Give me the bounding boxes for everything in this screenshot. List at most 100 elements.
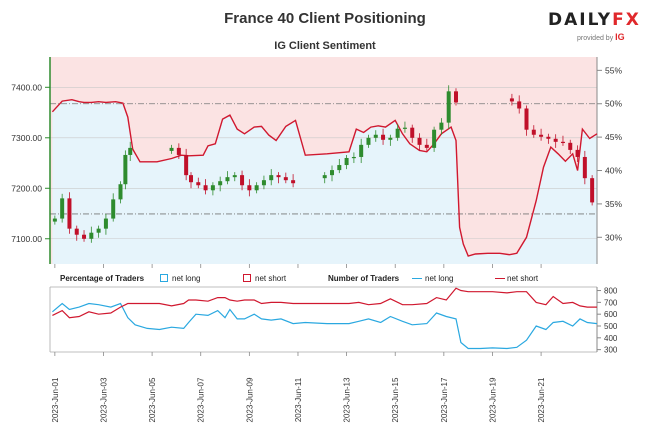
brand-logo: DAILYFX [548,10,641,30]
chart-subtitle: IG Client Sentiment [274,40,376,52]
candle-body [446,91,451,123]
candle-body [218,181,223,186]
candle-body [276,175,281,178]
x-tick-label: 2023-Jun-01 [51,377,60,422]
candle-body [74,228,79,235]
provided-by: provided by IG [577,32,625,42]
pct-tick-label: 55% [605,65,622,75]
x-tick-label: 2023-Jun-17 [440,377,449,422]
candle-body [89,232,94,239]
candle-body [240,175,245,186]
candle-body [560,141,565,144]
net-long-count-line [52,302,598,350]
candle-body [509,98,514,102]
candle-body [359,144,364,157]
count-tick-label: 300 [604,346,618,355]
candle-body [568,142,573,150]
x-tick-label: 2023-Jun-21 [537,377,546,422]
net-short-pct-line [51,98,598,257]
candle-body [225,177,230,182]
x-tick-label: 2023-Jun-05 [148,377,157,422]
count-tick-label: 800 [604,287,618,296]
pct-tick-label: 35% [605,199,622,209]
x-tick-label: 2023-Jun-11 [294,377,303,422]
candle-body [67,198,72,229]
candle-body [524,108,529,130]
page-title: France 40 Client Positioning [224,10,426,27]
legend-net-long-swatch [160,274,168,282]
legend-net-short-swatch [243,274,251,282]
x-tick-label: 2023-Jun-19 [488,377,497,422]
pct-tick-label: 45% [605,132,622,142]
candle-body [417,137,422,145]
x-tick-label: 2023-Jun-13 [343,377,352,422]
candle-body [118,184,123,200]
candle-body [546,136,551,139]
candle-body [553,138,558,142]
candle-body [291,180,296,184]
candle-body [439,122,444,130]
candle-body [52,218,57,222]
count-tick-label: 400 [604,334,618,343]
legend-num-short-swatch [495,278,505,279]
candle-body [330,170,335,176]
x-tick-label: 2023-Jun-07 [197,377,206,422]
candle-body [261,180,266,186]
legend-pct-short: net short [255,274,287,283]
candle-body [82,234,87,239]
candle-body [210,185,215,191]
pct-tick-label: 30% [605,232,622,242]
candle-body [203,185,208,191]
candle-body [453,91,458,103]
net-short-count-line [52,287,597,319]
candle-body [269,175,274,181]
candle-body [590,178,595,203]
candle-body [388,137,393,140]
legend-num-long: net long [425,274,454,283]
candle-body [539,134,544,137]
candle-body [432,129,437,148]
candle-body [123,154,128,185]
short-zone [52,57,598,256]
candle-body [169,147,174,151]
x-tick-label: 2023-Jun-15 [391,377,400,422]
candle-body [196,182,201,186]
candle-body [322,175,327,179]
candle-body [351,156,356,159]
price-tick-label: 7200.00 [11,183,42,193]
candle-body [337,165,342,171]
price-tick-label: 7100.00 [11,234,42,244]
brand-accent: FX [612,10,641,30]
candle-body [531,129,536,135]
price-tick-label: 7400.00 [11,82,42,92]
candle-body [128,147,133,155]
candle-body [410,127,415,138]
candle-body [366,137,371,145]
candle-body [111,199,116,219]
candle-body [582,156,587,179]
legend-num-short: net short [507,274,539,283]
candle-body [373,134,378,138]
candle-body [247,185,252,191]
candle-body [424,144,429,148]
legend-pct-title: Percentage of Traders [60,274,145,283]
candle-body [381,134,386,140]
pct-tick-label: 50% [605,99,622,109]
x-tick-label: 2023-Jun-03 [99,377,108,422]
provided-brand: IG [615,32,625,42]
candle-body [232,175,237,178]
legend-pct-long: net long [172,274,201,283]
price-tick-label: 7300.00 [11,133,42,143]
candle-body [103,218,108,229]
candle-body [60,198,65,219]
legend-num-long-swatch [412,278,422,279]
count-tick-label: 700 [604,298,618,307]
x-tick-label: 2023-Jun-09 [245,377,254,422]
candle-body [344,157,349,166]
candle-body [176,147,181,155]
legend-num-title: Number of Traders [328,274,400,283]
candle-body [189,175,194,183]
candle-body [575,149,580,157]
candle-body [254,185,259,191]
